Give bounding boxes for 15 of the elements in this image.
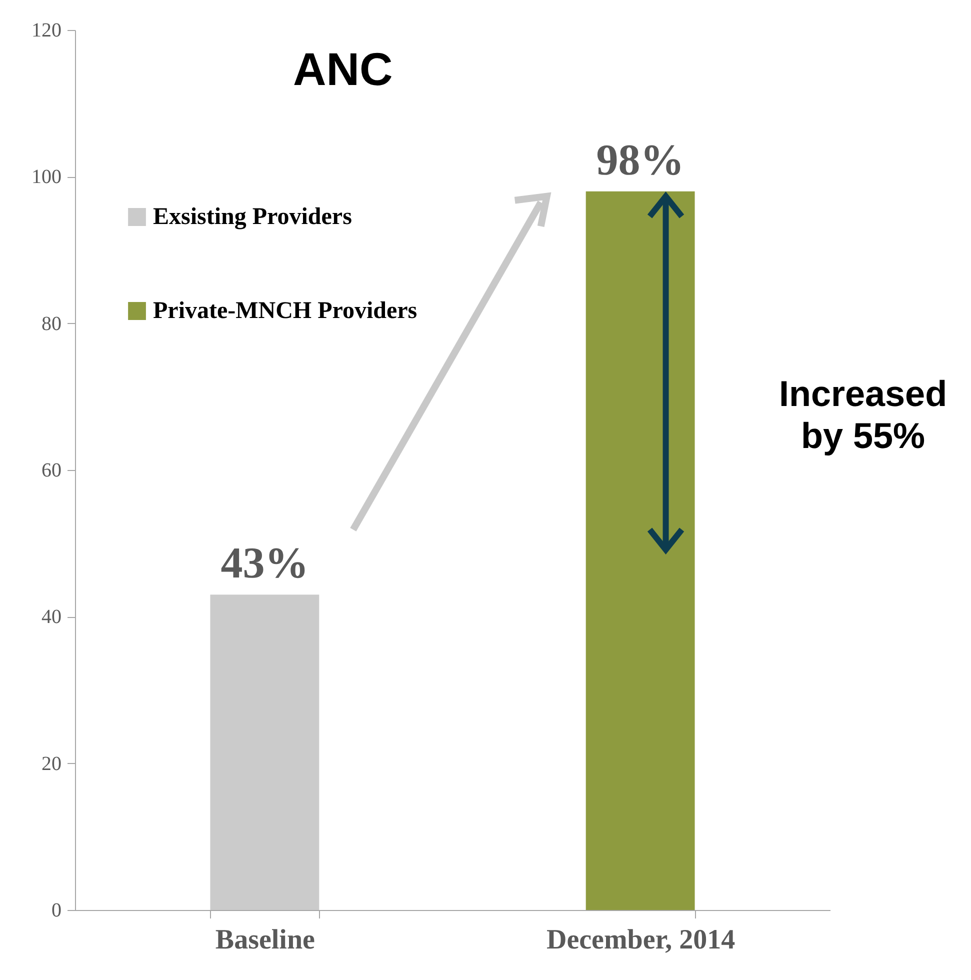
- y-tick-label: 60: [42, 460, 62, 482]
- data-label: 98%: [596, 135, 684, 184]
- x-tick-label: December, 2014: [546, 924, 736, 956]
- y-tick-label: 100: [32, 166, 62, 188]
- y-tick-label: 120: [32, 20, 62, 42]
- y-tick-label: 0: [52, 900, 62, 922]
- y-tick-label: 40: [42, 606, 62, 628]
- y-tick-label: 80: [42, 312, 62, 335]
- annotation: Increased by 55%: [778, 373, 948, 456]
- data-label: 43%: [220, 538, 309, 588]
- legend-label: Exsisting Providers: [153, 204, 352, 230]
- x-tick-label: Baseline: [215, 924, 315, 956]
- legend-label: Private-MNCH Providers: [153, 298, 418, 324]
- chart-title: ANC: [293, 43, 393, 95]
- y-tick-label: 20: [42, 752, 62, 775]
